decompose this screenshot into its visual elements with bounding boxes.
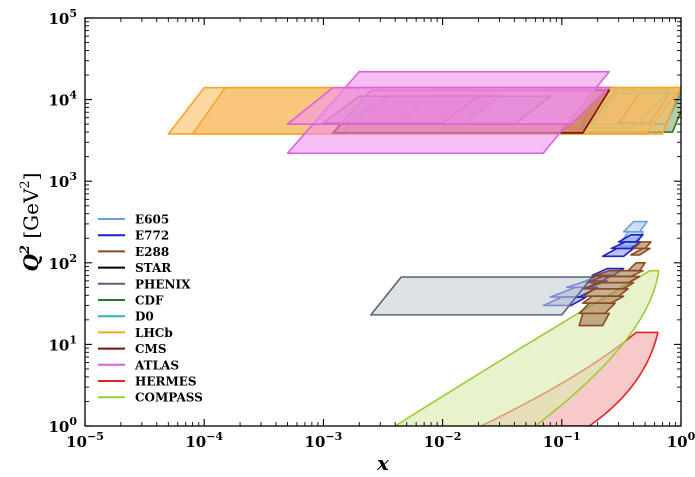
y-axis-title: Q2 [GeV2] bbox=[18, 173, 43, 272]
y-tick-label: 103 bbox=[48, 170, 77, 191]
svg-text:Q2 [GeV2]: Q2 [GeV2] bbox=[18, 173, 43, 272]
region-e288-0 bbox=[630, 247, 651, 256]
legend-label: CDF bbox=[135, 294, 164, 308]
chart-legend: E605 E772 E288 STAR PHENIX CDF D0 LHCb CMS ATLAS H… bbox=[98, 213, 203, 405]
series-e288 bbox=[578, 241, 652, 327]
legend-label: E605 bbox=[135, 213, 169, 227]
legend-label: CMS bbox=[135, 342, 167, 356]
x-axis-title: x bbox=[376, 451, 390, 475]
y-tick-label: 102 bbox=[48, 252, 77, 273]
legend-label: COMPASS bbox=[135, 391, 203, 405]
legend-label: HERMES bbox=[135, 375, 197, 389]
x-tick-label: 10−3 bbox=[305, 430, 343, 451]
legend-item-compass: COMPASS bbox=[98, 391, 203, 405]
legend-item-e288: E288 bbox=[98, 245, 169, 259]
legend-item-e605: E605 bbox=[98, 213, 169, 227]
legend-label: E772 bbox=[135, 229, 169, 243]
region-e288-1 bbox=[632, 241, 652, 250]
y-tick-label: 105 bbox=[48, 7, 77, 28]
region-phenix-0 bbox=[370, 276, 594, 316]
y-tick-label: 101 bbox=[48, 333, 77, 354]
legend-label: E288 bbox=[135, 245, 169, 259]
legend-item-hermes: HERMES bbox=[98, 375, 197, 389]
legend-item-atlas: ATLAS bbox=[98, 358, 179, 372]
series-phenix bbox=[370, 276, 594, 316]
legend-item-cdf: CDF bbox=[98, 294, 164, 308]
legend-item-d0: D0 bbox=[98, 310, 154, 324]
legend-label: ATLAS bbox=[134, 358, 179, 372]
x-tick-label: 10−4 bbox=[185, 430, 223, 451]
x-tick-label: 10−2 bbox=[424, 430, 462, 451]
x-tick-label: 100 bbox=[667, 430, 695, 451]
axis-titles: x Q2 [GeV2] bbox=[18, 173, 390, 475]
region-atlas-1 bbox=[286, 86, 611, 125]
legend-label: PHENIX bbox=[135, 277, 191, 291]
legend-item-lhcb: LHCb bbox=[98, 326, 173, 340]
legend-label: D0 bbox=[135, 310, 154, 324]
legend-item-cms: CMS bbox=[98, 342, 167, 356]
series-atlas bbox=[286, 70, 611, 155]
legend-label: LHCb bbox=[135, 326, 173, 340]
x-tick-label: 10−5 bbox=[66, 430, 104, 451]
region-e288-9 bbox=[578, 312, 611, 327]
legend-label: STAR bbox=[135, 261, 172, 275]
legend-item-phenix: PHENIX bbox=[98, 277, 191, 291]
chart-marks bbox=[167, 70, 681, 426]
y-tick-label: 104 bbox=[48, 89, 77, 110]
legend-item-star: STAR bbox=[98, 261, 172, 275]
chart-axes: 10−5 10−4 10−3 10−2 10−1 100 100 101 102 103 104 10… bbox=[48, 7, 695, 451]
x-tick-label: 10−1 bbox=[543, 430, 581, 451]
y-tick-label: 100 bbox=[48, 415, 77, 436]
plot-frame bbox=[84, 17, 682, 427]
legend-item-e772: E772 bbox=[98, 229, 169, 243]
